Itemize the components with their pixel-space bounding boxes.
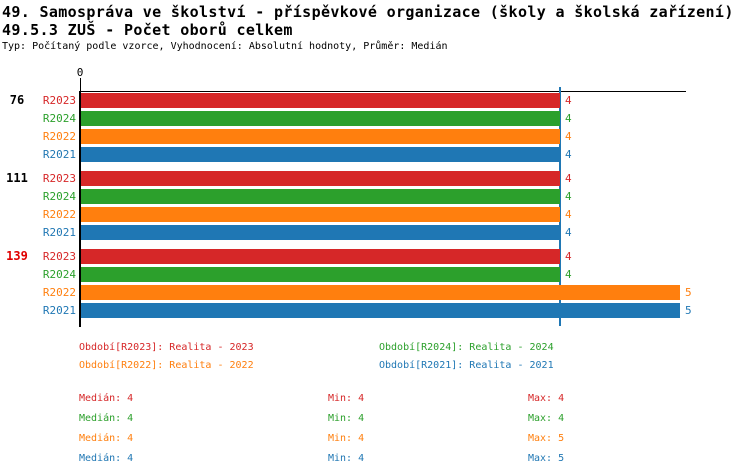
median-line: [559, 87, 561, 326]
bar-value-label: 4: [565, 226, 572, 239]
axis-origin-tick: [80, 78, 81, 91]
stat-median-r2023: Medián: 4: [79, 393, 134, 404]
bar-r2022: [81, 207, 560, 222]
group-total-label: 139: [6, 249, 28, 263]
stat-median-r2021: Medián: 4: [79, 453, 134, 464]
series-label-r2021: R2021: [42, 304, 76, 317]
stat-median-r2022: Medián: 4: [79, 433, 134, 444]
bar-value-label: 5: [685, 304, 692, 317]
legend-item-r2021: Období[R2021]: Realita - 2021: [379, 360, 554, 371]
bar-r2024: [81, 267, 560, 282]
bar-value-label: 4: [565, 172, 572, 185]
legend-item-r2024: Období[R2024]: Realita - 2024: [379, 342, 554, 353]
series-label-r2022: R2022: [42, 208, 76, 221]
series-label-r2021: R2021: [42, 226, 76, 239]
bar-value-label: 4: [565, 250, 572, 263]
bar-value-label: 4: [565, 148, 572, 161]
axis-top-line: [80, 91, 686, 92]
bar-r2024: [81, 111, 560, 126]
series-label-r2022: R2022: [42, 130, 76, 143]
report-title-line2: 49.5.3 ZUŠ - Počet oborů celkem: [2, 21, 293, 39]
report-title-line1: 49. Samospráva ve školství - příspěvkové…: [2, 3, 734, 21]
report-meta-line: Typ: Počítaný podle vzorce, Vyhodnocení:…: [2, 41, 448, 52]
series-label-r2023: R2023: [42, 172, 76, 185]
axis-origin-label: 0: [76, 66, 84, 79]
bar-r2022: [81, 285, 680, 300]
stat-max-r2023: Max: 4: [528, 393, 565, 404]
stat-max-r2022: Max: 5: [528, 433, 565, 444]
group-total-label: 76: [9, 93, 25, 107]
axis-left-line: [79, 91, 81, 327]
stat-max-r2021: Max: 5: [528, 453, 565, 464]
stat-max-r2024: Max: 4: [528, 413, 565, 424]
series-label-r2024: R2024: [42, 112, 76, 125]
series-label-r2024: R2024: [42, 268, 76, 281]
series-label-r2023: R2023: [42, 94, 76, 107]
bar-value-label: 4: [565, 112, 572, 125]
bar-value-label: 4: [565, 208, 572, 221]
legend-item-r2023: Období[R2023]: Realita - 2023: [79, 342, 254, 353]
bar-value-label: 4: [565, 268, 572, 281]
bar-r2021: [81, 303, 680, 318]
series-label-r2024: R2024: [42, 190, 76, 203]
stat-min-r2023: Min: 4: [328, 393, 365, 404]
stat-min-r2022: Min: 4: [328, 433, 365, 444]
bar-r2024: [81, 189, 560, 204]
series-label-r2021: R2021: [42, 148, 76, 161]
bar-r2023: [81, 249, 560, 264]
legend-item-r2022: Období[R2022]: Realita - 2022: [79, 360, 254, 371]
bar-r2021: [81, 225, 560, 240]
bar-value-label: 5: [685, 286, 692, 299]
stat-min-r2021: Min: 4: [328, 453, 365, 464]
bar-value-label: 4: [565, 190, 572, 203]
group-total-label: 111: [6, 171, 28, 185]
stat-median-r2024: Medián: 4: [79, 413, 134, 424]
bar-r2021: [81, 147, 560, 162]
bar-value-label: 4: [565, 94, 572, 107]
series-label-r2023: R2023: [42, 250, 76, 263]
bar-value-label: 4: [565, 130, 572, 143]
stat-min-r2024: Min: 4: [328, 413, 365, 424]
bar-r2022: [81, 129, 560, 144]
bar-r2023: [81, 93, 560, 108]
bar-r2023: [81, 171, 560, 186]
series-label-r2022: R2022: [42, 286, 76, 299]
